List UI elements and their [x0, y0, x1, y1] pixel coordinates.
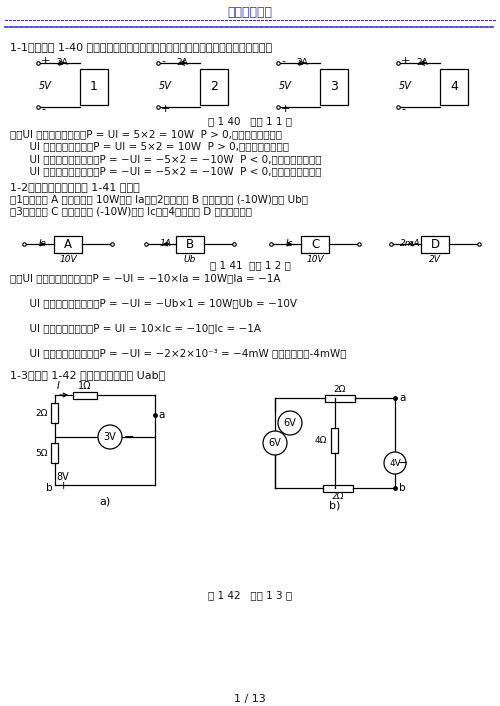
Text: 10V: 10V — [59, 256, 77, 265]
Text: 2Ω: 2Ω — [334, 385, 346, 394]
Bar — [325, 395, 355, 402]
Text: 1Ω: 1Ω — [78, 381, 92, 391]
Text: Ia: Ia — [39, 239, 47, 248]
Text: +: + — [281, 104, 290, 114]
Text: A: A — [64, 237, 72, 251]
Text: a: a — [399, 393, 406, 403]
Text: 10V: 10V — [306, 256, 324, 265]
Text: -: - — [161, 56, 165, 66]
Text: 2A: 2A — [56, 58, 68, 67]
Bar — [440, 69, 468, 105]
Text: 图 1 42   习题 1 3 图: 图 1 42 习题 1 3 图 — [208, 590, 292, 600]
Text: 6V: 6V — [284, 418, 296, 428]
Text: b: b — [399, 483, 406, 493]
Text: UI 为关联参考方向，P = UI = 5×2 = 10W  P > 0,吸收功率，负载性: UI 为关联参考方向，P = UI = 5×2 = 10W P > 0,吸收功率… — [10, 141, 289, 152]
Text: 5V: 5V — [399, 81, 412, 91]
Text: 1A: 1A — [159, 239, 171, 248]
Text: C: C — [311, 237, 319, 251]
Bar — [301, 236, 329, 253]
Text: 6V: 6V — [268, 438, 281, 448]
Text: a: a — [158, 410, 164, 420]
Text: 5V: 5V — [39, 81, 52, 91]
Text: 5Ω: 5Ω — [36, 448, 48, 457]
Text: Ub: Ub — [184, 256, 196, 265]
Text: UI 为非关联参考方向，P = −UI = −5×2 = −10W  P < 0,发出功率，电源性: UI 为非关联参考方向，P = −UI = −5×2 = −10W P < 0,… — [10, 154, 322, 164]
Text: I: I — [57, 381, 60, 391]
Text: 5V: 5V — [279, 81, 292, 91]
Text: 图 1 41  习题 1 2 图: 图 1 41 习题 1 2 图 — [210, 260, 290, 270]
Bar — [51, 443, 58, 463]
Text: −: − — [124, 431, 134, 443]
Text: UI 为非关联参考方向，P = −UI = −2×2×10⁻³ = −4mW 吸收的功率是-4mW。: UI 为非关联参考方向，P = −UI = −2×2×10⁻³ = −4mW 吸… — [10, 348, 346, 358]
Text: b: b — [46, 483, 53, 493]
Text: UI 为关联参考方向，P = UI = 10×Ic = −10，Ic = −1A: UI 为关联参考方向，P = UI = 10×Ic = −10，Ic = −1A — [10, 323, 261, 333]
Text: -: - — [41, 104, 45, 114]
Text: 解：UI 为非关联参考方向，P = −UI = −10×Ia = 10W，Ia = −1A: 解：UI 为非关联参考方向，P = −UI = −10×Ia = 10W，Ia … — [10, 273, 280, 283]
Text: −: − — [398, 457, 408, 469]
Text: 2A: 2A — [296, 58, 308, 67]
Text: 1 / 13: 1 / 13 — [234, 694, 266, 704]
Text: 4Ω: 4Ω — [314, 436, 327, 445]
Text: a): a) — [100, 497, 110, 507]
Text: 2Ω: 2Ω — [332, 492, 344, 501]
Text: 4V: 4V — [389, 458, 401, 467]
Text: 1-3、求图 1-42 所示电路中的电压 Uab。: 1-3、求图 1-42 所示电路中的电压 Uab。 — [10, 370, 165, 380]
Text: 2A: 2A — [416, 58, 428, 67]
Text: 3V: 3V — [104, 432, 117, 442]
Text: 1-1、根据图 1-40 示参考方向，判断元件是吸收还是发出功率，其功率各为多少？: 1-1、根据图 1-40 示参考方向，判断元件是吸收还是发出功率，其功率各为多少… — [10, 42, 272, 52]
Text: UI 为非关联参考方向，P = −UI = −5×2 = −10W  P < 0,发出功率，电源性: UI 为非关联参考方向，P = −UI = −5×2 = −10W P < 0,… — [10, 167, 322, 176]
Text: b): b) — [330, 500, 340, 510]
Text: 8V: 8V — [56, 472, 70, 482]
Text: UI 为非关联参考方向，P = −UI = −Ub×1 = 10W，Ub = −10V: UI 为非关联参考方向，P = −UI = −Ub×1 = 10W，Ub = −… — [10, 298, 297, 308]
Circle shape — [263, 431, 287, 455]
Bar — [54, 236, 82, 253]
Text: 2Ω: 2Ω — [36, 409, 48, 417]
Bar — [323, 485, 353, 492]
Text: 图 1 40   习题 1 1 图: 图 1 40 习题 1 1 图 — [208, 116, 292, 126]
Text: D: D — [430, 237, 440, 251]
Text: 3: 3 — [330, 80, 338, 92]
Text: 2V: 2V — [429, 256, 441, 265]
Text: +: + — [401, 56, 410, 66]
Text: Ic: Ic — [286, 239, 294, 248]
Text: （1）若元件 A 吸收功率为 10W，求 Ia；（2）若元件 B 产生功率为 (-10W)，求 Ub；: （1）若元件 A 吸收功率为 10W，求 Ia；（2）若元件 B 产生功率为 (… — [10, 194, 308, 204]
Bar — [421, 236, 449, 253]
Text: 4: 4 — [450, 80, 458, 92]
Bar — [331, 428, 338, 453]
Bar — [200, 69, 228, 105]
Text: 2: 2 — [210, 80, 218, 92]
Circle shape — [98, 425, 122, 449]
Text: -: - — [401, 104, 405, 114]
Text: 1: 1 — [90, 80, 98, 92]
Text: 1-2、各元件的条件如图 1-41 所示：: 1-2、各元件的条件如图 1-41 所示： — [10, 182, 140, 192]
Bar — [51, 403, 58, 423]
Text: +: + — [41, 56, 50, 66]
Text: +: + — [58, 481, 68, 491]
Text: 2A: 2A — [176, 58, 188, 67]
Text: （3）若元件 C 吸收功率为 (-10W)，求 Ic；（4）求元件 D 吸收的功率。: （3）若元件 C 吸收功率为 (-10W)，求 Ic；（4）求元件 D 吸收的功… — [10, 206, 252, 216]
Bar — [176, 236, 204, 253]
Bar — [73, 392, 97, 399]
Bar — [320, 69, 348, 105]
Text: B: B — [186, 237, 194, 251]
Text: 2mA: 2mA — [400, 239, 420, 248]
Text: +: + — [161, 104, 170, 114]
Circle shape — [384, 452, 406, 474]
Circle shape — [278, 411, 302, 435]
Bar — [80, 69, 108, 105]
Text: 5V: 5V — [159, 81, 172, 91]
Text: 解：UI 为关联参考方向，P = UI = 5×2 = 10W  P > 0,吸收功率，负载性: 解：UI 为关联参考方向，P = UI = 5×2 = 10W P > 0,吸收… — [10, 129, 282, 139]
Text: 最新资料推荐: 最新资料推荐 — [228, 6, 272, 19]
Text: -: - — [281, 56, 285, 66]
